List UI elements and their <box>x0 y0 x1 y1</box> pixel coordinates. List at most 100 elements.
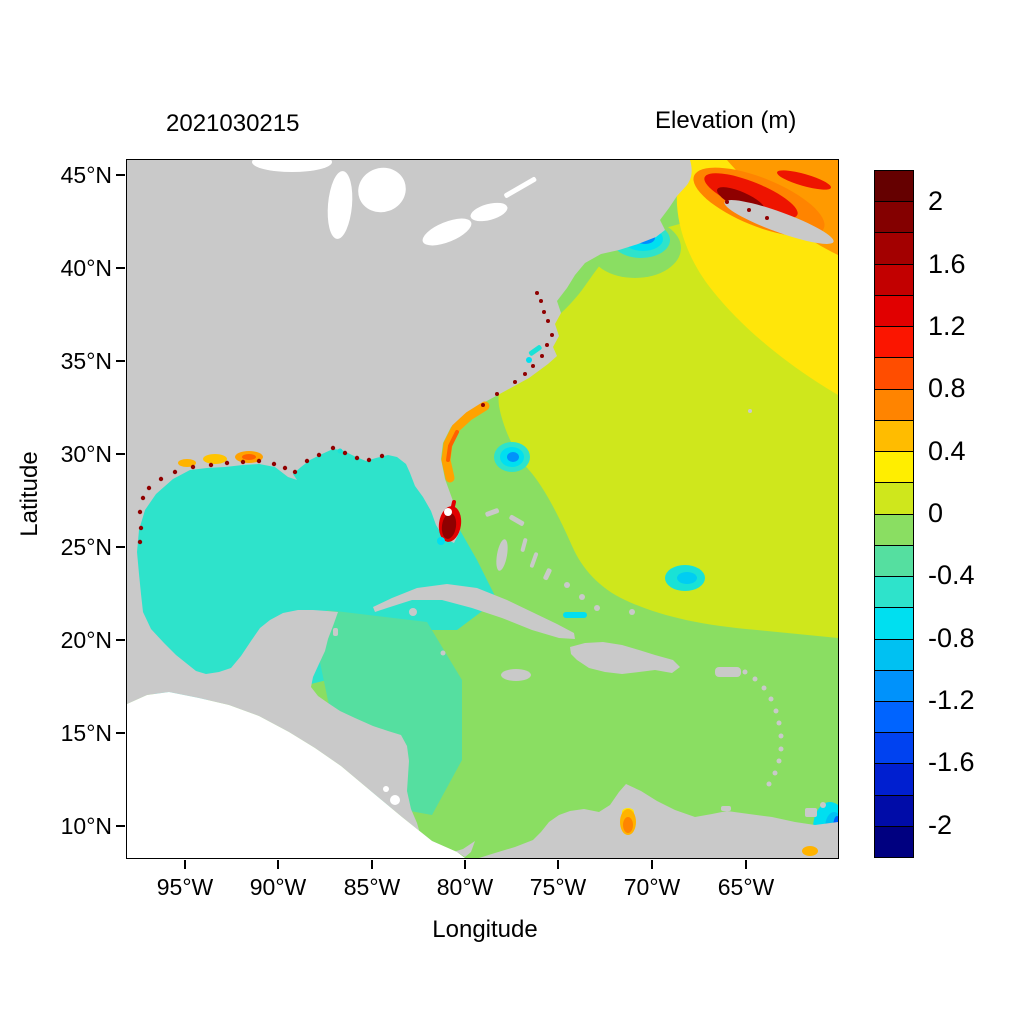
x-axis-label: Longitude <box>432 916 538 943</box>
y-tick-mark <box>116 732 125 734</box>
y-tick-mark <box>116 174 125 176</box>
x-tick-mark <box>277 860 279 869</box>
colorbar-tick-label: -0.4 <box>928 560 975 591</box>
maracaibo-spot <box>619 807 636 835</box>
y-tick-label: 35°N <box>60 348 112 374</box>
lake-erie <box>422 218 471 245</box>
x-tick-label: 70°W <box>623 874 681 900</box>
x-tick-label: 90°W <box>249 874 307 900</box>
colorbar-segment <box>875 545 913 578</box>
x-tick-mark <box>184 860 186 869</box>
colorbar-segment <box>875 701 913 734</box>
colorbar-tick-label: 0 <box>928 498 944 528</box>
colorbar-tick-label: 0.4 <box>928 435 966 466</box>
colorbar-tick-label: 0.8 <box>928 373 966 404</box>
colorbar-segment <box>875 295 913 328</box>
colorbar-segment <box>875 670 913 702</box>
nova-scotia-land <box>723 199 834 244</box>
west-caribbean-teal <box>314 609 462 815</box>
colorbar-segment <box>875 202 913 234</box>
trinidad-orange-spot <box>801 845 818 856</box>
lake-managua <box>382 785 389 792</box>
pacific-ocean-white <box>126 691 465 858</box>
jamaica-land <box>500 668 531 681</box>
southeast-bahamas-anomaly <box>664 564 705 591</box>
map-plot-area <box>125 158 839 859</box>
y-tick-mark <box>116 639 125 641</box>
lake-nicaragua <box>389 794 400 805</box>
x-tick-label: 80°W <box>436 874 494 900</box>
georgia-florida-coastal-band <box>436 401 489 545</box>
colorbar-segment <box>875 358 913 390</box>
colorbar-segment <box>875 420 913 453</box>
colorbar-segment <box>875 577 913 609</box>
x-tick-label: 65°W <box>717 874 775 900</box>
map-svg <box>126 159 838 858</box>
x-tick-mark <box>557 860 559 869</box>
colorbar-segment <box>875 795 913 827</box>
y-axis-label: Latitude <box>16 451 43 537</box>
bay-of-fundy-hotspot <box>692 167 834 244</box>
puerto-rico-land <box>714 666 741 677</box>
colorbar-segment <box>875 826 913 858</box>
cuba-land <box>372 583 575 639</box>
y-tick-mark <box>116 546 125 548</box>
east-coast-speckles <box>480 290 554 407</box>
colorbar-tick-label: -1.6 <box>928 747 975 778</box>
colorbar-segment <box>875 233 913 265</box>
colorbar-segment <box>875 452 913 484</box>
x-tick-label: 85°W <box>343 874 401 900</box>
hispaniola-land <box>569 641 680 674</box>
colorbar-tick-label: -1.2 <box>928 685 975 716</box>
gulf-coast-speckles <box>137 445 395 544</box>
colorbar-segment <box>875 514 913 546</box>
x-tick-mark <box>651 860 653 869</box>
y-tick-label: 20°N <box>60 627 112 653</box>
colorbar-segment <box>875 483 913 515</box>
x-tick-mark <box>745 860 747 869</box>
y-tick-mark <box>116 825 125 827</box>
y-tick-label: 45°N <box>60 162 112 188</box>
y-tick-label: 25°N <box>60 534 112 560</box>
colorbar <box>874 170 914 858</box>
x-tick-label: 75°W <box>529 874 587 900</box>
colorbar-segment <box>875 389 913 421</box>
y-tick-label: 15°N <box>60 720 112 746</box>
st-lawrence <box>503 176 536 198</box>
colorbar-segment <box>875 764 913 796</box>
x-tick-mark <box>464 860 466 869</box>
out-of-domain-white <box>126 159 536 858</box>
colorbar-segment <box>875 327 913 359</box>
y-tick-mark <box>116 360 125 362</box>
south-america-land <box>478 783 838 858</box>
colorbar-tick-label: -2 <box>928 809 953 840</box>
plot-title-datetime: 2021030215 <box>166 110 300 137</box>
colorbar-tick-label: 1.6 <box>928 248 966 279</box>
offshore-florida-anomaly <box>493 441 530 472</box>
x-tick-mark <box>371 860 373 869</box>
y-tick-label: 10°N <box>60 813 112 839</box>
colorbar-segment <box>875 264 913 296</box>
colorbar-segment <box>875 639 913 671</box>
colorbar-segments <box>875 171 913 858</box>
colorbar-segment <box>875 171 913 203</box>
y-tick-label: 40°N <box>60 255 112 281</box>
colorbar-tick-label: 1.2 <box>928 310 966 341</box>
colorbar-title: Elevation (m) <box>655 107 797 134</box>
lake-ontario <box>470 202 507 221</box>
colorbar-segment <box>875 608 913 640</box>
lake-superior <box>251 159 332 172</box>
lake-okeechobee <box>443 507 452 516</box>
small-islands <box>332 408 826 817</box>
colorbar-segment <box>875 733 913 765</box>
y-tick-mark <box>116 453 125 455</box>
y-tick-label: 30°N <box>60 441 112 467</box>
colorbar-tick-label: 2 <box>928 186 944 217</box>
colorbar-tick-label: -0.8 <box>928 622 975 653</box>
y-tick-mark <box>116 267 125 269</box>
cuba-south-cyan-dash <box>562 611 587 618</box>
x-tick-label: 95°W <box>156 874 214 900</box>
lake-michigan <box>327 170 352 239</box>
gulf-of-mexico-turquoise <box>126 429 497 700</box>
